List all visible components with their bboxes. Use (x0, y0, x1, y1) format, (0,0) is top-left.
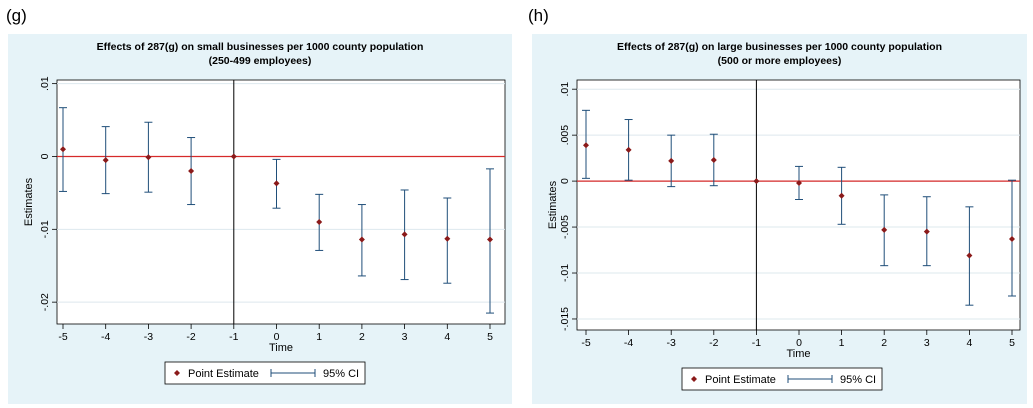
y-tick-label: .01 (39, 76, 51, 91)
point-estimate (102, 157, 109, 164)
x-tick-label: 0 (274, 331, 280, 343)
plot-area (576, 79, 1021, 331)
x-axis-label: Time (786, 348, 810, 360)
y-tick-label: 0 (39, 153, 51, 159)
x-tick-label: 5 (487, 331, 493, 343)
x-tick-label: 2 (359, 331, 365, 343)
point-estimate (188, 168, 195, 175)
legend-label-ci: 95% CI (840, 374, 876, 386)
x-tick-label: 0 (796, 337, 802, 349)
x-tick-label: -4 (624, 337, 633, 349)
point-estimate (1009, 236, 1015, 243)
point-estimate (358, 236, 365, 243)
point-estimate (625, 146, 632, 153)
point-estimate (316, 219, 323, 226)
panel-label-h: (h) (528, 6, 549, 25)
point-estimate (881, 226, 888, 233)
y-tick-label: -.005 (559, 215, 571, 239)
point-estimate (60, 146, 66, 153)
legend-box (164, 361, 366, 385)
x-tick-label: 4 (444, 331, 450, 343)
x-tick-label: 1 (316, 331, 322, 343)
chart-small-businesses: Effects of 287(g) on small businesses pe… (8, 34, 512, 404)
y-tick-label: .005 (559, 125, 571, 146)
legend-point-symbol (691, 376, 697, 382)
x-tick-label: -3 (144, 331, 153, 343)
legend-label-ci: 95% CI (323, 368, 359, 380)
x-axis-label: Time (269, 342, 293, 354)
y-tick-label: -.01 (559, 264, 571, 282)
x-tick-label: 3 (924, 337, 930, 349)
plot-area (56, 79, 506, 325)
x-tick-label: -1 (229, 331, 238, 343)
x-tick-label: 5 (1009, 337, 1015, 349)
y-axis-label: Estimates (547, 180, 559, 229)
chart-large-businesses: Effects of 287(g) on large businesses pe… (532, 34, 1027, 404)
point-estimate (230, 153, 237, 160)
x-tick-label: -2 (186, 331, 195, 343)
point-estimate (444, 235, 451, 242)
point-estimate (145, 154, 152, 161)
point-estimate (401, 231, 408, 238)
chart-title: Effects of 287(g) on large businesses pe… (617, 41, 942, 53)
y-tick-label: 0 (559, 178, 571, 184)
point-estimate (487, 236, 493, 243)
x-tick-label: -4 (101, 331, 110, 343)
chart-subtitle: (250-499 employees) (209, 55, 312, 67)
legend-label-point: Point Estimate (705, 374, 776, 386)
x-tick-label: -1 (752, 337, 761, 349)
point-estimate (583, 142, 589, 149)
point-estimate (923, 228, 930, 235)
x-tick-label: -5 (58, 331, 67, 343)
y-tick-label: -.02 (39, 293, 51, 311)
chart-subtitle: (500 or more employees) (718, 55, 842, 67)
panel-label-g: (g) (6, 6, 27, 25)
x-tick-label: 3 (402, 331, 408, 343)
x-tick-label: -2 (709, 337, 718, 349)
x-tick-label: 1 (839, 337, 845, 349)
point-estimate (668, 157, 675, 164)
chart-title: Effects of 287(g) on small businesses pe… (97, 41, 424, 53)
point-estimate (966, 252, 973, 259)
point-estimate (838, 192, 845, 199)
legend-label-point: Point Estimate (188, 368, 259, 380)
legend-point-symbol (174, 370, 180, 376)
legend-box (681, 367, 883, 391)
point-estimate (796, 179, 802, 186)
y-axis-label: Estimates (23, 177, 35, 226)
x-tick-label: 2 (881, 337, 887, 349)
y-tick-label: -.015 (559, 307, 571, 331)
point-estimate (753, 178, 760, 185)
point-estimate (710, 156, 717, 163)
x-tick-label: -3 (667, 337, 676, 349)
x-tick-label: -5 (581, 337, 590, 349)
y-tick-label: .01 (559, 82, 571, 97)
y-tick-label: -.01 (39, 220, 51, 238)
point-estimate (273, 180, 280, 187)
x-tick-label: 4 (966, 337, 972, 349)
